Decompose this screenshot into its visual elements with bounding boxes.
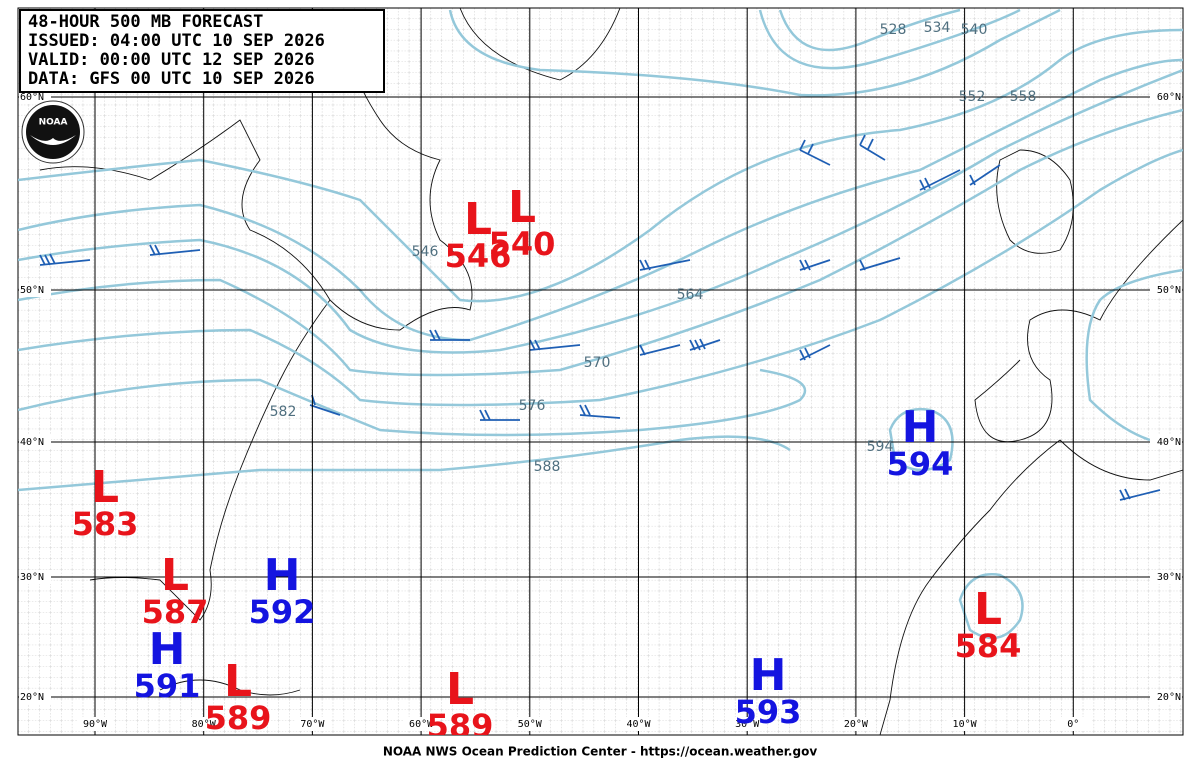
latitude-label: 40°N	[20, 437, 44, 448]
contour-label: 534	[924, 20, 951, 36]
center-type: H	[149, 624, 186, 675]
center-value: 589	[205, 699, 272, 737]
coastlines	[39, 8, 1183, 735]
latitude-label: 60°N	[1157, 92, 1181, 103]
contour-label: 564	[677, 287, 704, 303]
latitude-label: 50°N	[20, 285, 44, 296]
longitude-label: 10°W	[953, 719, 978, 730]
latitude-label: 20°N	[1157, 692, 1181, 703]
footer: NOAA NWS Ocean Prediction Center - https…	[383, 745, 817, 759]
center-value: 589	[427, 707, 494, 745]
longitude-label: 40°W	[626, 719, 651, 730]
logo-text: NOAA	[39, 118, 68, 128]
label-bg	[1150, 90, 1182, 104]
label-bg	[729, 717, 766, 731]
noaa-logo: NOAA	[21, 100, 85, 164]
latitude-label: 50°N	[1157, 285, 1181, 296]
label-bg	[19, 570, 51, 584]
label-bg	[837, 717, 874, 731]
center-value: 540	[489, 225, 556, 263]
label-bg	[19, 283, 51, 297]
center-value: 583	[72, 505, 139, 543]
center-type: L	[508, 182, 536, 233]
contour-label: 570	[584, 355, 611, 371]
header-box: 48-HOUR 500 MB FORECAST ISSUED: 04:00 UT…	[19, 9, 385, 93]
latitude-label: 30°N	[20, 572, 44, 583]
center-type: L	[161, 550, 189, 601]
contour-label: 540	[961, 22, 988, 38]
label-bg	[1150, 283, 1182, 297]
longitude-label: 30°W	[735, 719, 760, 730]
label-bg	[403, 717, 440, 731]
center-type: H	[902, 402, 939, 453]
center-type: L	[224, 656, 252, 707]
center-type: L	[464, 194, 492, 245]
label-bg	[185, 717, 222, 731]
map-labels: 60°N 60°N 50°N 50°N 40°N 40°N 30°N 30°N 20°N 20°N…	[19, 20, 1182, 745]
center-value: 592	[249, 593, 316, 631]
header-line: ISSUED: 04:00 UTC 10 SEP 2026	[28, 31, 325, 51]
longitude-label: 70°W	[300, 719, 325, 730]
latitude-label: 40°N	[1157, 437, 1181, 448]
contour-label: 588	[534, 459, 561, 475]
center-type: L	[446, 664, 474, 715]
center-value: 594	[887, 445, 954, 483]
latitude-label: 20°N	[20, 692, 44, 703]
major-grid	[18, 8, 1183, 735]
longitude-label: 20°W	[844, 719, 869, 730]
center-value: 591	[134, 667, 201, 705]
center-type: H	[264, 550, 301, 601]
label-bg	[511, 717, 548, 731]
contours	[18, 8, 1183, 640]
center-type: L	[91, 462, 119, 513]
label-bg	[294, 717, 331, 731]
contour-label: 546	[412, 244, 439, 260]
header-line: VALID: 00:00 UTC 12 SEP 2026	[28, 50, 315, 70]
longitude-label: 90°W	[83, 719, 108, 730]
label-bg	[1055, 717, 1092, 731]
label-bg	[946, 717, 983, 731]
contour-label: 594	[867, 439, 894, 455]
label-bg	[1150, 570, 1182, 584]
contour-label: 552	[959, 89, 986, 105]
longitude-label: 0°	[1067, 719, 1079, 730]
header-frame	[19, 9, 385, 93]
center-value: 546	[445, 237, 512, 275]
latitude-label: 60°N	[20, 92, 44, 103]
center-value: 593	[735, 693, 802, 731]
contour-label: 528	[880, 22, 907, 38]
center-value: 587	[142, 593, 209, 631]
center-type: L	[974, 584, 1002, 635]
label-bg	[1150, 435, 1182, 449]
header-line: DATA: GFS 00 UTC 10 SEP 2026	[28, 69, 315, 89]
label-bg	[1150, 690, 1182, 704]
center-value: 584	[955, 627, 1022, 665]
latitude-label: 30°N	[1157, 572, 1181, 583]
label-bg	[19, 690, 51, 704]
longitude-label: 50°W	[518, 719, 543, 730]
contour-label: 576	[519, 398, 546, 414]
map-body: 60°N 60°N 50°N 50°N 40°N 40°N 30°N 30°N 20°N 20°N…	[18, 8, 1183, 745]
wind-barbs	[39, 134, 1161, 501]
contour-label: 558	[1010, 89, 1037, 105]
label-bg	[620, 717, 657, 731]
map-frame	[17, 7, 1184, 736]
longitude-label: 80°W	[192, 719, 217, 730]
label-bg	[19, 435, 51, 449]
longitude-label: 60°W	[409, 719, 434, 730]
header-line: 48-HOUR 500 MB FORECAST	[28, 12, 263, 32]
center-type: H	[750, 650, 787, 701]
label-bg	[19, 90, 51, 104]
label-bg	[77, 717, 113, 731]
contour-label: 582	[270, 404, 297, 420]
